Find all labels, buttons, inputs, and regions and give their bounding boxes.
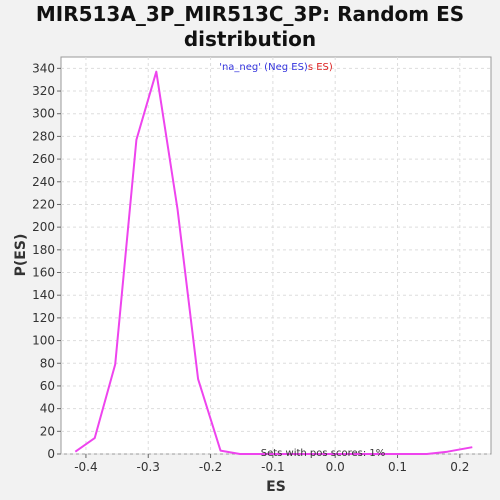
y-axis: 0 20 40 60 80 100 120 140 160 180 200 220 240 260 280 3… bbox=[32, 61, 61, 461]
y-tick-label: 200 bbox=[32, 220, 55, 234]
y-tick-label: 100 bbox=[32, 334, 55, 348]
plot-area bbox=[60, 56, 492, 455]
y-axis-title: P(ES) bbox=[13, 234, 29, 277]
y-tick-label: 160 bbox=[32, 266, 55, 280]
y-tick-label: 260 bbox=[32, 152, 55, 166]
x-tick-label: -0.4 bbox=[74, 460, 97, 474]
legend-label: 'na_neg' (Neg ES)s ES) bbox=[219, 62, 333, 73]
y-tick-label: 320 bbox=[32, 84, 55, 98]
x-axis-title: ES bbox=[266, 479, 286, 495]
y-tick-label: 120 bbox=[32, 311, 55, 325]
y-tick-label: 300 bbox=[32, 107, 55, 121]
grid-lines bbox=[61, 57, 491, 455]
chart-title-line-1: MIR513A_3P_MIR513C_3P: Random ES bbox=[35, 2, 465, 26]
x-tick-label: 0.1 bbox=[388, 460, 407, 474]
series-line bbox=[74, 70, 473, 455]
y-tick-label: 40 bbox=[40, 402, 55, 416]
series-group bbox=[74, 70, 473, 455]
legend-part-pos: s ES) bbox=[308, 62, 333, 73]
x-tick-label: -0.1 bbox=[261, 460, 284, 474]
y-tick-label: 340 bbox=[32, 61, 55, 75]
annotation-pos-scores: Sets with pos scores: 1% bbox=[261, 448, 386, 459]
x-tick-label: -0.3 bbox=[137, 460, 160, 474]
y-tick-label: 220 bbox=[32, 197, 55, 211]
y-tick-label: 80 bbox=[40, 356, 55, 370]
y-tick-label: 20 bbox=[40, 424, 55, 438]
y-tick-label: 0 bbox=[47, 447, 55, 461]
legend-part-neg: 'na_neg' (Neg ES) bbox=[219, 62, 308, 73]
x-tick-label: 0.2 bbox=[450, 460, 469, 474]
x-tick-label: 0.0 bbox=[326, 460, 345, 474]
y-tick-label: 280 bbox=[32, 129, 55, 143]
y-tick-label: 240 bbox=[32, 175, 55, 189]
chart-title-line-2: distribution bbox=[183, 27, 317, 51]
y-tick-label: 60 bbox=[40, 379, 55, 393]
y-tick-label: 180 bbox=[32, 243, 55, 257]
chart-title: MIR513A_3P_MIR513C_3P: Random ES distrib… bbox=[0, 2, 500, 52]
x-tick-label: -0.2 bbox=[199, 460, 222, 474]
x-axis: -0.4 -0.3 -0.2 -0.1 0.0 0.1 0.2 bbox=[74, 454, 469, 474]
y-tick-label: 140 bbox=[32, 288, 55, 302]
